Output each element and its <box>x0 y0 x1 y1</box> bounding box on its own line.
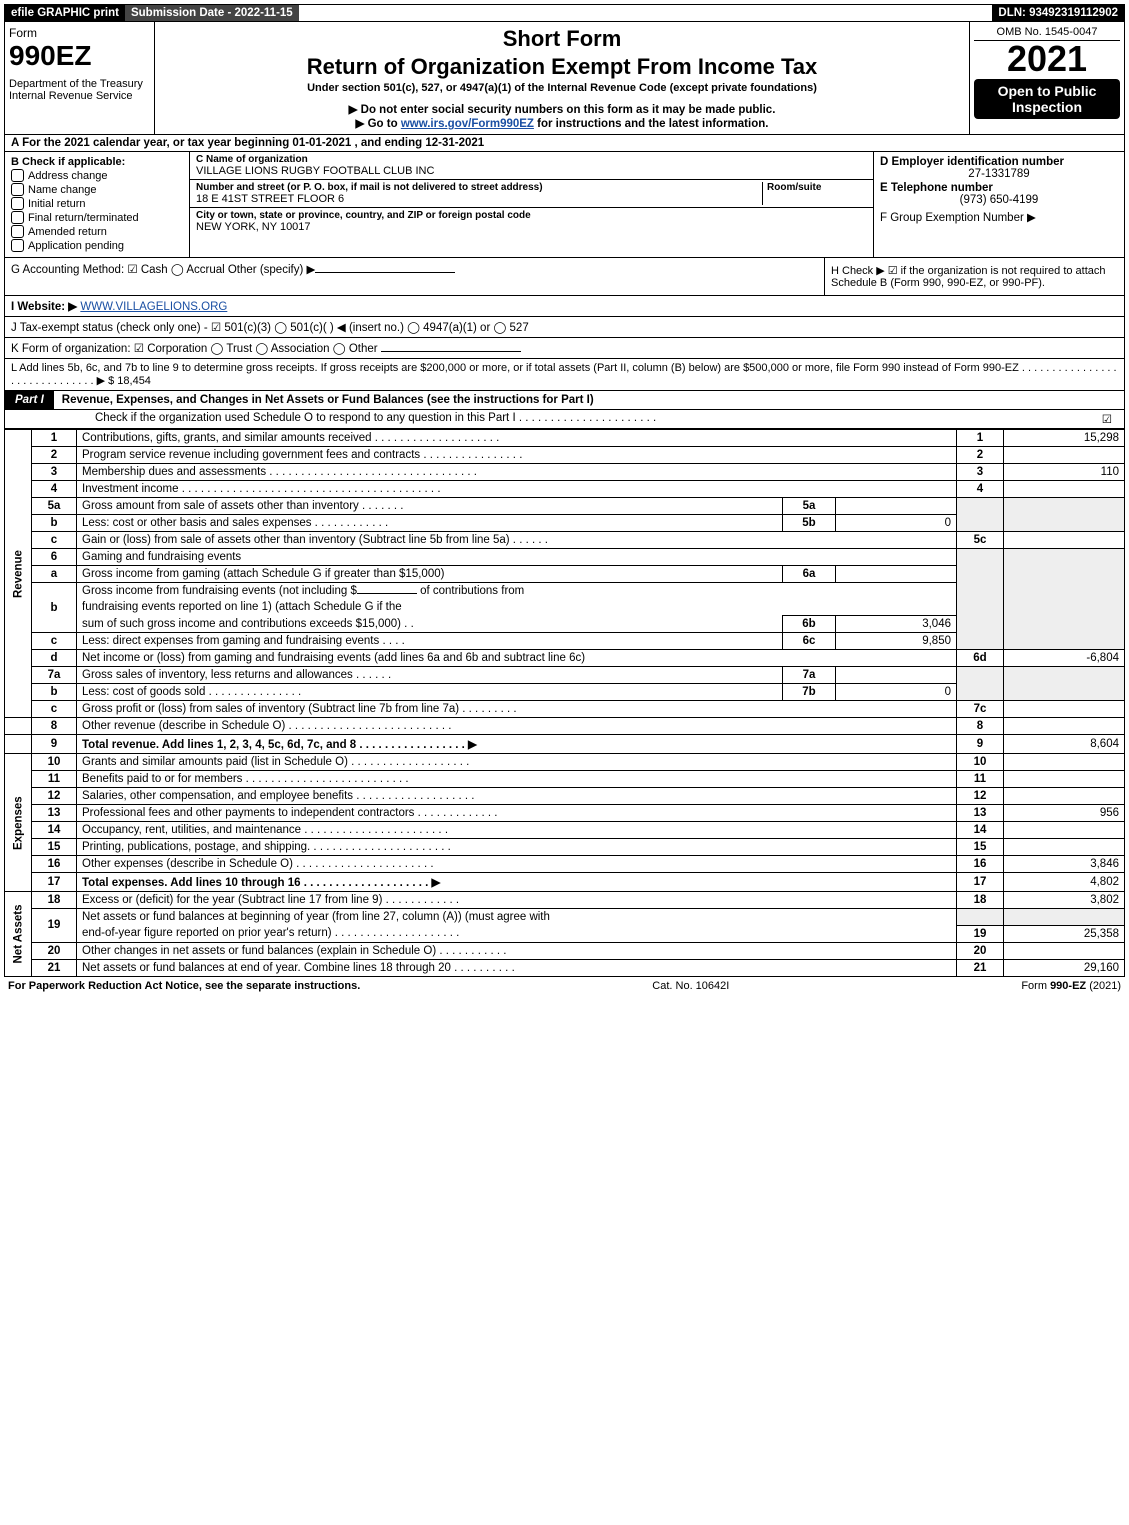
chk-application-pending[interactable]: Application pending <box>11 239 183 252</box>
goto-line: ▶ Go to www.irs.gov/Form990EZ for instru… <box>161 116 963 130</box>
c-addr-lbl: Number and street (or P. O. box, if mail… <box>196 182 762 193</box>
chk-final-return[interactable]: Final return/terminated <box>11 211 183 224</box>
footer-left: For Paperwork Reduction Act Notice, see … <box>8 980 360 992</box>
form-header: Form 990EZ Department of the Treasury In… <box>4 22 1125 135</box>
row-1-num: 1 <box>32 430 77 447</box>
header-mid: Short Form Return of Organization Exempt… <box>155 22 969 134</box>
net-assets-label: Net Assets <box>5 892 32 977</box>
i-pre: I Website: ▶ <box>11 301 77 313</box>
row-7c-desc: Gross profit or (loss) from sales of inv… <box>77 701 957 718</box>
chk-initial-return[interactable]: Initial return <box>11 197 183 210</box>
footer-cat: Cat. No. 10642I <box>652 980 729 992</box>
row-6d-desc: Net income or (loss) from gaming and fun… <box>77 650 957 667</box>
room-lbl: Room/suite <box>767 182 867 193</box>
part-i-header: Part I Revenue, Expenses, and Changes in… <box>4 391 1125 410</box>
l-amount: 18,454 <box>117 375 151 387</box>
org-city: NEW YORK, NY 10017 <box>196 221 867 233</box>
website-link[interactable]: WWW.VILLAGELIONS.ORG <box>80 301 227 313</box>
expenses-label: Expenses <box>5 754 32 892</box>
part-i-tag: Part I <box>5 391 54 409</box>
e-phone-lbl: E Telephone number <box>880 182 1118 194</box>
row-6b-desc2: fundraising events reported on line 1) (… <box>77 599 957 616</box>
return-title: Return of Organization Exempt From Incom… <box>161 54 963 80</box>
efile-label: efile GRAPHIC print <box>5 5 125 21</box>
bc-grid: B Check if applicable: Address change Na… <box>4 152 1125 258</box>
phone: (973) 650-4199 <box>880 194 1118 206</box>
row-8-desc: Other revenue (describe in Schedule O) .… <box>77 718 957 735</box>
section-c: C Name of organization VILLAGE LIONS RUG… <box>190 152 874 257</box>
line-k: K Form of organization: ☑ Corporation ◯ … <box>4 338 1125 359</box>
row-1-desc: Contributions, gifts, grants, and simila… <box>77 430 957 447</box>
submission-date: Submission Date - 2022-11-15 <box>125 5 299 21</box>
chk-amended[interactable]: Amended return <box>11 225 183 238</box>
open-public: Open to Public Inspection <box>974 79 1120 119</box>
revenue-label: Revenue <box>5 430 32 718</box>
row-5c-desc: Gain or (loss) from sale of assets other… <box>77 532 957 549</box>
row-5a-desc: Gross amount from sale of assets other t… <box>77 498 783 515</box>
f-group-lbl: F Group Exemption Number ▶ <box>880 210 1118 224</box>
part-i-title: Revenue, Expenses, and Changes in Net As… <box>62 394 594 406</box>
row-10-desc: Grants and similar amounts paid (list in… <box>77 754 957 771</box>
row-4-desc: Investment income . . . . . . . . . . . … <box>77 481 957 498</box>
no-ssn-notice: ▶ Do not enter social security numbers o… <box>161 102 963 116</box>
line-l: L Add lines 5b, 6c, and 7b to line 9 to … <box>4 359 1125 391</box>
line-h: H Check ▶ ☑ if the organization is not r… <box>824 258 1124 295</box>
goto-post: for instructions and the latest informat… <box>534 118 769 130</box>
row-6a-desc: Gross income from gaming (attach Schedul… <box>77 566 783 583</box>
d-ein-lbl: D Employer identification number <box>880 156 1118 168</box>
header-left: Form 990EZ Department of the Treasury In… <box>5 22 155 134</box>
line-i: I Website: ▶ WWW.VILLAGELIONS.ORG <box>4 296 1125 317</box>
row-6c-desc: Less: direct expenses from gaming and fu… <box>77 633 783 650</box>
c-name-lbl: C Name of organization <box>196 154 867 165</box>
under-section: Under section 501(c), 527, or 4947(a)(1)… <box>161 82 963 94</box>
line-g: G Accounting Method: ☑ Cash ◯ Accrual Ot… <box>5 258 824 295</box>
goto-pre: ▶ Go to <box>356 118 401 130</box>
row-1-n: 1 <box>957 430 1004 447</box>
part-i-check: ☑ <box>1102 412 1118 426</box>
org-name: VILLAGE LIONS RUGBY FOOTBALL CLUB INC <box>196 165 867 177</box>
c-city-lbl: City or town, state or province, country… <box>196 210 867 221</box>
chk-name-change[interactable]: Name change <box>11 183 183 196</box>
section-def: D Employer identification number 27-1331… <box>874 152 1124 257</box>
tax-year: 2021 <box>974 41 1120 77</box>
irs-link[interactable]: www.irs.gov/Form990EZ <box>401 118 534 130</box>
top-bar: efile GRAPHIC print Submission Date - 20… <box>4 4 1125 22</box>
form-number: 990EZ <box>9 40 150 72</box>
section-b: B Check if applicable: Address change Na… <box>5 152 190 257</box>
row-6b-desc3: sum of such gross income and contributio… <box>77 616 783 633</box>
row-9-desc: Total revenue. Add lines 1, 2, 3, 4, 5c,… <box>77 735 957 754</box>
row-6-desc: Gaming and fundraising events <box>77 549 957 566</box>
header-right: OMB No. 1545-0047 2021 Open to Public In… <box>969 22 1124 134</box>
form-word: Form <box>9 26 150 40</box>
row-7a-desc: Gross sales of inventory, less returns a… <box>77 667 783 684</box>
part-i-sub: Check if the organization used Schedule … <box>4 410 1125 429</box>
page-footer: For Paperwork Reduction Act Notice, see … <box>4 977 1125 995</box>
org-address: 18 E 41ST STREET FLOOR 6 <box>196 193 762 205</box>
short-form-title: Short Form <box>161 26 963 52</box>
line-j: J Tax-exempt status (check only one) - ☑… <box>4 317 1125 338</box>
row-3-desc: Membership dues and assessments . . . . … <box>77 464 957 481</box>
footer-right: Form 990-EZ (2021) <box>1021 980 1121 992</box>
row-1-amt: 15,298 <box>1004 430 1125 447</box>
dln: DLN: 93492319112902 <box>992 5 1124 21</box>
row-7b-desc: Less: cost of goods sold . . . . . . . .… <box>77 684 783 701</box>
chk-address-change[interactable]: Address change <box>11 169 183 182</box>
b-title: B Check if applicable: <box>11 156 183 168</box>
row-5b-desc: Less: cost or other basis and sales expe… <box>77 515 783 532</box>
row-6b-desc1: Gross income from fundraising events (no… <box>77 583 957 600</box>
line-a: A For the 2021 calendar year, or tax yea… <box>4 135 1125 152</box>
lines-table: Revenue 1 Contributions, gifts, grants, … <box>4 429 1125 977</box>
row-2-desc: Program service revenue including govern… <box>77 447 957 464</box>
ein: 27-1331789 <box>880 168 1118 180</box>
department: Department of the Treasury Internal Reve… <box>9 78 150 102</box>
